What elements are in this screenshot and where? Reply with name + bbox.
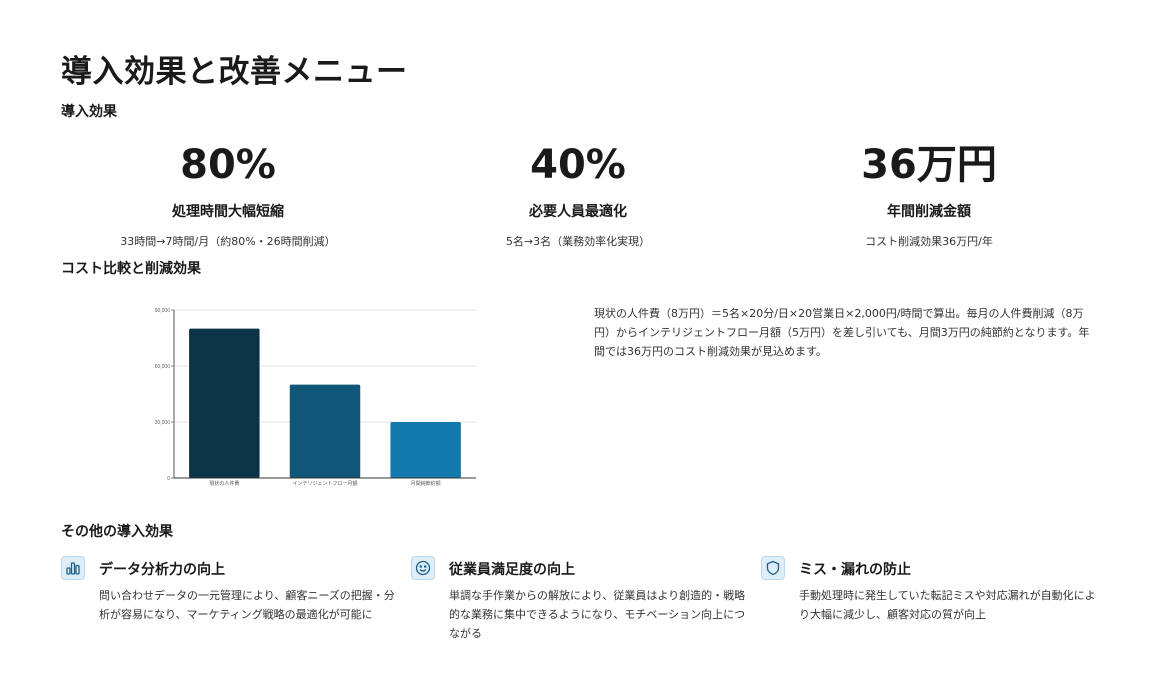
bar	[289, 384, 361, 478]
cost-description: 現状の人件費（8万円）＝5名×20分/日×20営業日×2,000円/時間で算出。…	[594, 307, 1090, 358]
section-heading-other: その他の導入効果	[61, 524, 173, 540]
x-tick-label: 月間純節約額	[411, 480, 441, 487]
page-title: 導入効果と改善メニュー	[61, 54, 408, 90]
effect-card-body: 単調な手作業からの解放により、従業員はより創造的・戦略的な業務に集中できるように…	[449, 589, 746, 640]
kpi-value: 36万円	[861, 142, 997, 188]
effect-card-title: 従業員満足度の向上	[449, 562, 575, 578]
kpi-label: 処理時間大幅短縮	[172, 204, 284, 220]
x-tick-label: インテリジェントフロー月額	[292, 480, 357, 487]
kpi-annual-savings: 36万円 年間削減金額 コスト削減効果36万円/年	[759, 145, 1099, 249]
kpi-description: 5名→3名（業務効率化実現）	[505, 235, 651, 248]
kpi-processing-time: 80% 処理時間大幅短縮 33時間→7時間/月（約80%・26時間削減）	[58, 145, 398, 249]
section-heading-cost: コスト比較と削減効果	[61, 261, 201, 277]
y-tick-label: 90,000	[155, 308, 171, 314]
kpi-value: 40%	[530, 142, 626, 188]
kpi-description: 33時間→7時間/月（約80%・26時間削減）	[120, 235, 336, 248]
bar-chart-icon	[61, 556, 85, 580]
y-tick-label: 60,000	[155, 364, 171, 370]
effect-card-title: データ分析力の向上	[99, 562, 225, 578]
kpi-description: コスト削減効果36万円/年	[865, 235, 993, 248]
effect-card-body: 問い合わせデータの一元管理により、顧客ニーズの把握・分析が容易になり、マーケティ…	[99, 589, 395, 621]
section-heading-effects: 導入効果	[61, 104, 117, 120]
y-tick-label: 0	[167, 476, 170, 482]
bar	[189, 328, 260, 478]
y-tick-label: 30,000	[155, 420, 171, 426]
shield-icon	[761, 556, 785, 580]
bar	[390, 422, 461, 478]
kpi-label: 年間削減金額	[887, 204, 971, 220]
kpi-value: 80%	[180, 142, 276, 188]
cost-comparison-chart: 0 30,000 60,000 90,000 現状の人件費 インテリジェントフロー月額 月間…	[155, 308, 476, 487]
kpi-label: 必要人員最適化	[529, 204, 627, 220]
x-tick-label: 現状の人件費	[209, 480, 239, 487]
kpi-staffing: 40% 必要人員最適化 5名→3名（業務効率化実現）	[408, 145, 748, 249]
smile-icon	[411, 556, 435, 580]
effect-card-title: ミス・漏れの防止	[799, 562, 911, 578]
effect-card-body: 手動処理時に発生していた転記ミスや対応漏れが自動化により大幅に減少し、顧客対応の…	[799, 589, 1096, 621]
